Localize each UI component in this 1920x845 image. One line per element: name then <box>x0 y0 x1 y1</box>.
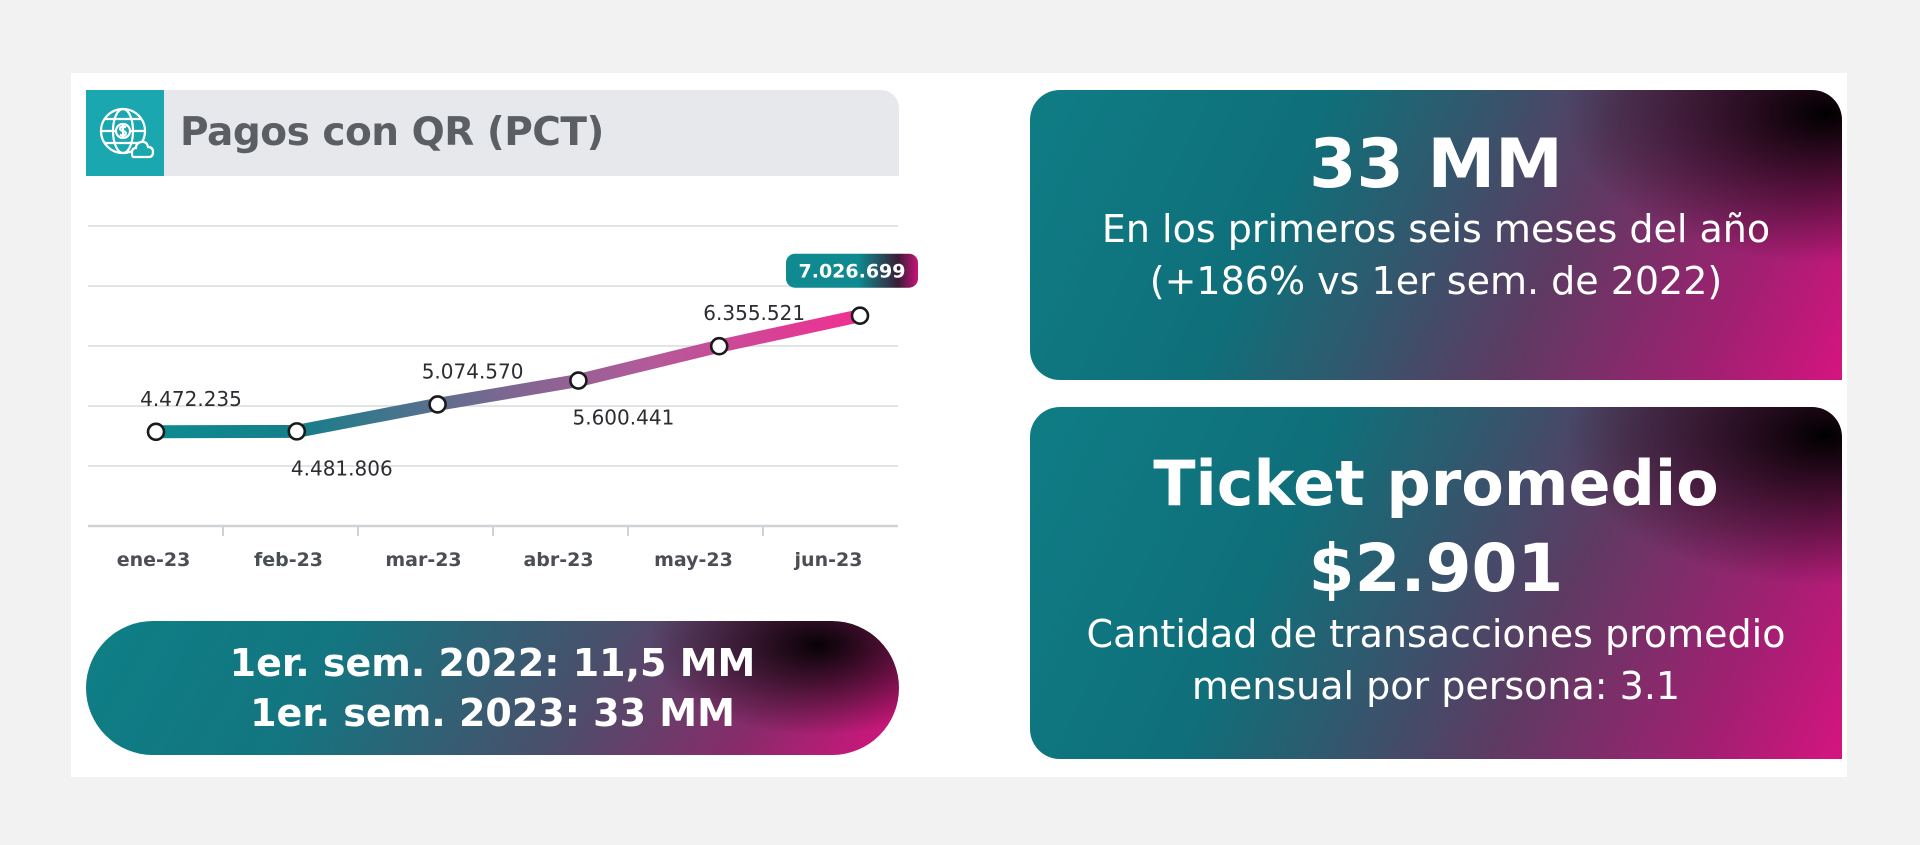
ticket-caption-line-1: Cantidad de transacciones promedio <box>1086 612 1786 656</box>
chart-x-axis: ene-23 feb-23 mar-23 abr-23 may-23 jun-23 <box>117 526 863 571</box>
summary-line-2022: 1er. sem. 2022: 11,5 MM <box>229 641 756 685</box>
chart-title-bar <box>86 90 899 176</box>
total-caption-line-2: (+186% vs 1er sem. de 2022) <box>1149 259 1723 303</box>
data-point <box>287 422 307 441</box>
data-label: 5.600.441 <box>573 406 675 430</box>
x-tick-label: mar-23 <box>385 549 461 571</box>
data-point <box>428 395 447 414</box>
total-caption-line-1: En los primeros seis meses del año <box>1101 207 1771 251</box>
data-point <box>146 422 166 442</box>
data-label: 5.074.570 <box>422 359 524 383</box>
chart-title: Pagos con QR (PCT) <box>180 110 604 155</box>
last-value-badge <box>786 253 918 288</box>
data-label: 6.355.521 <box>703 301 805 325</box>
summary-line-2023: 1er. sem. 2023: 33 MM <box>250 691 735 735</box>
x-tick-label: jun-23 <box>794 549 863 571</box>
data-label: 7.026.699 <box>799 261 906 283</box>
x-tick-label: feb-23 <box>254 549 323 571</box>
ticket-amount: $2.901 <box>1308 530 1564 607</box>
x-tick-label: abr-23 <box>523 549 593 571</box>
average-ticket-panel: Ticket promedio $2.901 Cantidad de trans… <box>1030 407 1842 759</box>
data-label: 4.481.806 <box>291 456 393 480</box>
x-tick-label: ene-23 <box>117 549 191 571</box>
data-point <box>709 336 729 356</box>
chart-data-labels: 4.472.235 4.481.806 5.074.570 5.600.441 6.35… <box>140 253 918 480</box>
data-point <box>850 306 870 325</box>
ticket-caption-line-2: mensual por persona: 3.1 <box>1191 664 1681 708</box>
globe-money-icon <box>86 90 164 176</box>
semester-summary-pill: 1er. sem. 2022: 11,5 MM 1er. sem. 2023: … <box>86 621 899 755</box>
total-payments-panel: 33 MM En los primeros seis meses del año… <box>1030 90 1842 380</box>
series-line <box>149 309 867 439</box>
x-tick-label: may-23 <box>654 549 733 571</box>
ticket-title: Ticket promedio <box>1153 447 1719 520</box>
total-value: 33 MM <box>1309 125 1563 204</box>
data-label: 4.472.235 <box>140 387 242 411</box>
data-point <box>569 371 588 390</box>
chart-points <box>146 306 870 442</box>
